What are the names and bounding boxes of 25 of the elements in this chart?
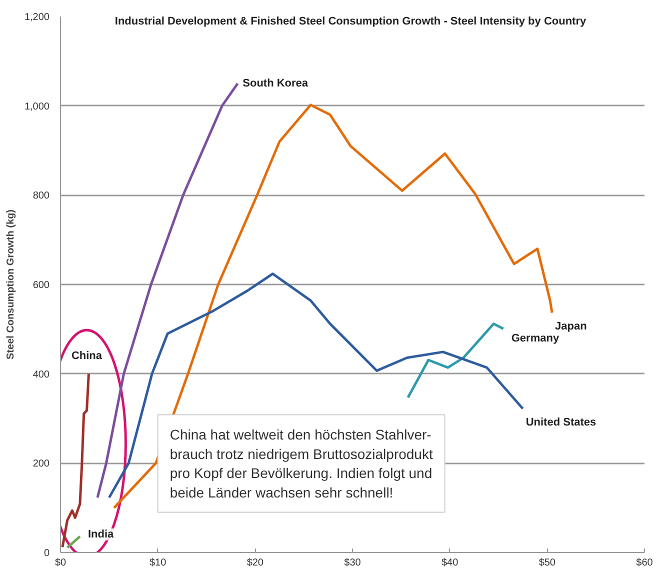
x-tick-label: $30 [344,558,362,568]
y-tick-label: 1,000 [24,101,50,112]
line-series [406,322,505,399]
series-label: India [88,528,115,540]
series-label: United States [526,416,596,429]
y-tick-label: 1,200 [24,12,50,23]
series-label: Germany [511,332,560,345]
y-tick-label: 800 [32,190,50,202]
line-series [61,372,90,548]
y-tick-label: 200 [32,458,50,470]
y-axis-title: Steel Consumption Growth (kg) [5,210,16,360]
series-label: South Korea [242,78,309,90]
x-tick-label: $50 [538,558,556,568]
x-tick-label: $40 [441,558,459,568]
y-tick-label: 400 [32,369,50,380]
annotation: China hat weltweit den höchsten Stahlver- brauch trotz niedrigem Bruttosozialprodukt pro Kopf der Bevölkerung. Indien folgt und beide Länder wachsen sehr schnell! [170,426,433,500]
x-tick-label: $60 [636,558,654,568]
y-tick-label: 600 [32,280,50,291]
x-tick-label: $20 [246,558,264,568]
y-tick-label: 0 [44,548,50,559]
series-label: Japan [555,320,588,333]
x-tick-label: $0 [54,558,66,568]
chart-title: Industrial Development & Finished Steel Consumption Growth - Steel Intensity by Country [114,16,587,28]
x-tick-label: $10 [149,558,167,568]
series-label: China [71,350,103,362]
